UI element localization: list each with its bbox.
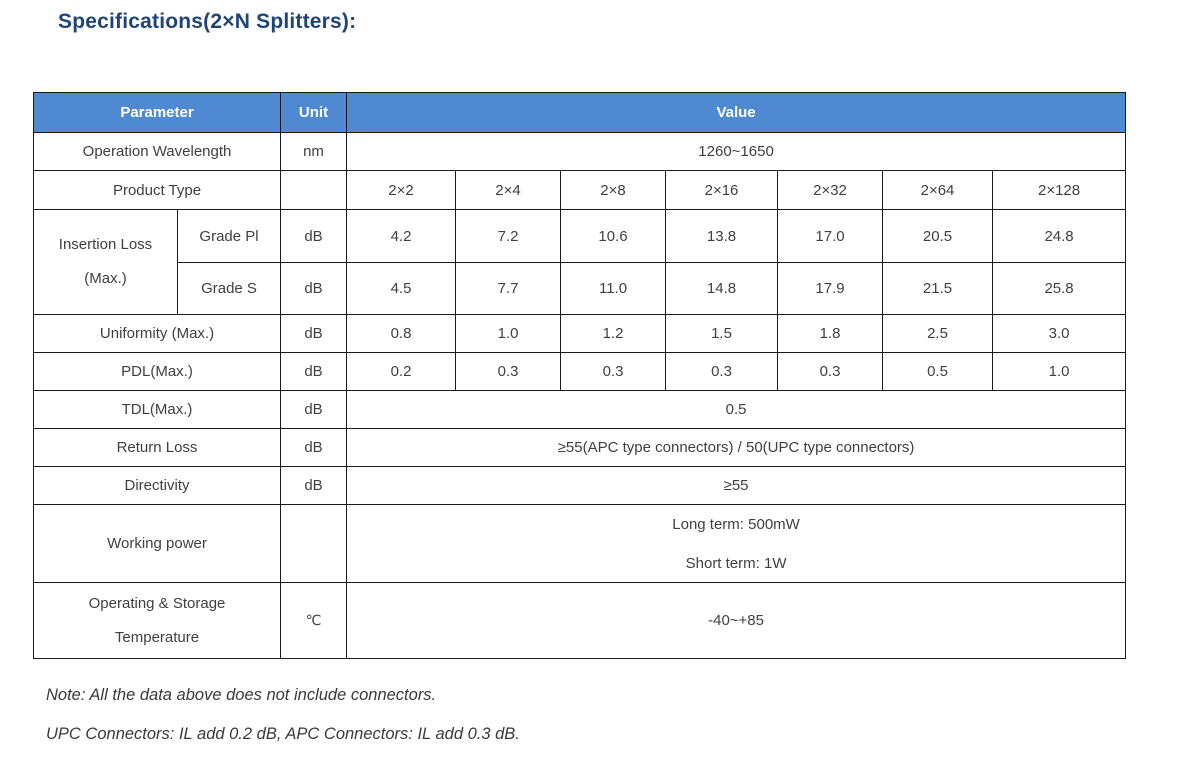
grade-s-value: 4.5: [346, 262, 457, 315]
uniformity-value: 1.2: [560, 314, 667, 353]
grade-pl-value: 24.8: [992, 209, 1127, 263]
pdl-value: 0.3: [560, 352, 667, 391]
param-tdl: TDL(Max.): [32, 390, 282, 429]
unit-working-power: [280, 504, 348, 583]
param-working-power: Working power: [32, 504, 282, 583]
working-power-value: Long term: 500mW Short term: 1W: [346, 504, 1127, 583]
row-product-type: Product Type 2×2 2×4 2×8 2×16 2×32 2×64 …: [32, 170, 1127, 210]
row-return-loss: Return Loss dB ≥55(APC type connectors) …: [32, 428, 1127, 467]
temperature-label-line1: Operating & Storage: [88, 594, 226, 612]
row-pdl: PDL(Max.) dB 0.2 0.3 0.3 0.3 0.3 0.5 1.0: [32, 352, 1127, 391]
header-parameter: Parameter: [32, 92, 282, 133]
unit-pdl: dB: [280, 352, 348, 391]
grade-pl-value: 20.5: [882, 209, 994, 263]
working-power-long-term: Long term: 500mW: [672, 515, 800, 533]
row-insertion-loss-grade-pl: Insertion Loss (Max.) Grade Pl dB 4.2 7.…: [33, 209, 1127, 315]
param-operation-wavelength: Operation Wavelength: [32, 132, 282, 171]
pdl-value: 0.3: [777, 352, 884, 391]
row-working-power: Working power Long term: 500mW Short ter…: [32, 504, 1127, 583]
param-directivity: Directivity: [32, 466, 282, 505]
grade-pl-value: 17.0: [777, 209, 884, 263]
temperature-value: -40~+85: [346, 582, 1127, 659]
row-operation-wavelength: Operation Wavelength nm 1260~1650: [32, 132, 1127, 171]
value-operation-wavelength: 1260~1650: [346, 132, 1127, 171]
row-tdl: TDL(Max.) dB 0.5: [32, 390, 1127, 429]
row-directivity: Directivity dB ≥55: [32, 466, 1127, 505]
grade-pl-value: 13.8: [665, 209, 779, 263]
row-temperature: Operating & Storage Temperature ℃ -40~+8…: [32, 582, 1127, 659]
grade-pl-label: Grade Pl: [176, 209, 282, 263]
param-pdl: PDL(Max.): [32, 352, 282, 391]
note-connectors: Note: All the data above does not includ…: [46, 686, 437, 704]
param-temperature: Operating & Storage Temperature: [32, 582, 282, 659]
header-value: Value: [346, 92, 1127, 133]
product-type-cell: 2×8: [560, 170, 667, 210]
unit-grade-pl: dB: [280, 209, 348, 263]
param-product-type: Product Type: [32, 170, 282, 210]
tdl-value: 0.5: [346, 390, 1127, 429]
uniformity-value: 1.0: [455, 314, 562, 353]
product-type-cell: 2×64: [882, 170, 994, 210]
grade-s-value: 17.9: [777, 262, 884, 315]
header-unit: Unit: [280, 92, 348, 133]
temperature-label-line2: Temperature: [114, 628, 200, 646]
row-insertion-loss-grade-s: Grade S dB 4.5 7.7 11.0 14.8 17.9 21.5 2…: [34, 262, 1127, 315]
unit-directivity: dB: [280, 466, 348, 505]
note-il-add: UPC Connectors: IL add 0.2 dB, APC Conne…: [46, 725, 520, 743]
pdl-value: 0.3: [455, 352, 562, 391]
grade-s-value: 11.0: [560, 262, 667, 315]
insertion-loss-label-line2: (Max.): [84, 270, 127, 287]
row-uniformity: Uniformity (Max.) dB 0.8 1.0 1.2 1.5 1.8…: [32, 314, 1127, 353]
unit-operation-wavelength: nm: [280, 132, 348, 171]
grade-s-value: 7.7: [455, 262, 562, 315]
grade-s-label: Grade S: [176, 262, 282, 315]
unit-grade-s: dB: [280, 262, 348, 315]
param-insertion-loss: Insertion Loss (Max.): [33, 209, 178, 315]
grade-pl-value: 4.2: [346, 209, 457, 263]
uniformity-value: 2.5: [882, 314, 994, 353]
grade-s-value: 21.5: [882, 262, 994, 315]
product-type-cell: 2×32: [777, 170, 884, 210]
table-header-row: Parameter Unit Value: [32, 92, 1127, 133]
param-uniformity: Uniformity (Max.): [32, 314, 282, 353]
insertion-loss-label-line1: Insertion Loss: [58, 236, 153, 253]
grade-s-value: 14.8: [665, 262, 779, 315]
uniformity-value: 3.0: [992, 314, 1127, 353]
pdl-value: 0.3: [665, 352, 779, 391]
page-title: Specifications(2×N Splitters):: [58, 10, 357, 33]
unit-product-type: [280, 170, 348, 210]
product-type-cell: 2×128: [992, 170, 1127, 210]
pdl-value: 1.0: [992, 352, 1127, 391]
product-type-cell: 2×2: [346, 170, 457, 210]
product-type-cell: 2×4: [455, 170, 562, 210]
unit-uniformity: dB: [280, 314, 348, 353]
unit-tdl: dB: [280, 390, 348, 429]
uniformity-value: 1.8: [777, 314, 884, 353]
pdl-value: 0.2: [346, 352, 457, 391]
directivity-value: ≥55: [346, 466, 1127, 505]
param-return-loss: Return Loss: [32, 428, 282, 467]
grade-pl-value: 7.2: [455, 209, 562, 263]
product-type-cell: 2×16: [665, 170, 779, 210]
grade-pl-value: 10.6: [560, 209, 667, 263]
uniformity-value: 1.5: [665, 314, 779, 353]
pdl-value: 0.5: [882, 352, 994, 391]
unit-temperature: ℃: [280, 582, 348, 659]
uniformity-value: 0.8: [346, 314, 457, 353]
spec-table: Parameter Unit Value Operation Wavelengt…: [32, 92, 1127, 659]
grade-s-value: 25.8: [992, 262, 1127, 315]
unit-return-loss: dB: [280, 428, 348, 467]
working-power-short-term: Short term: 1W: [685, 554, 787, 572]
return-loss-value: ≥55(APC type connectors) / 50(UPC type c…: [346, 428, 1127, 467]
